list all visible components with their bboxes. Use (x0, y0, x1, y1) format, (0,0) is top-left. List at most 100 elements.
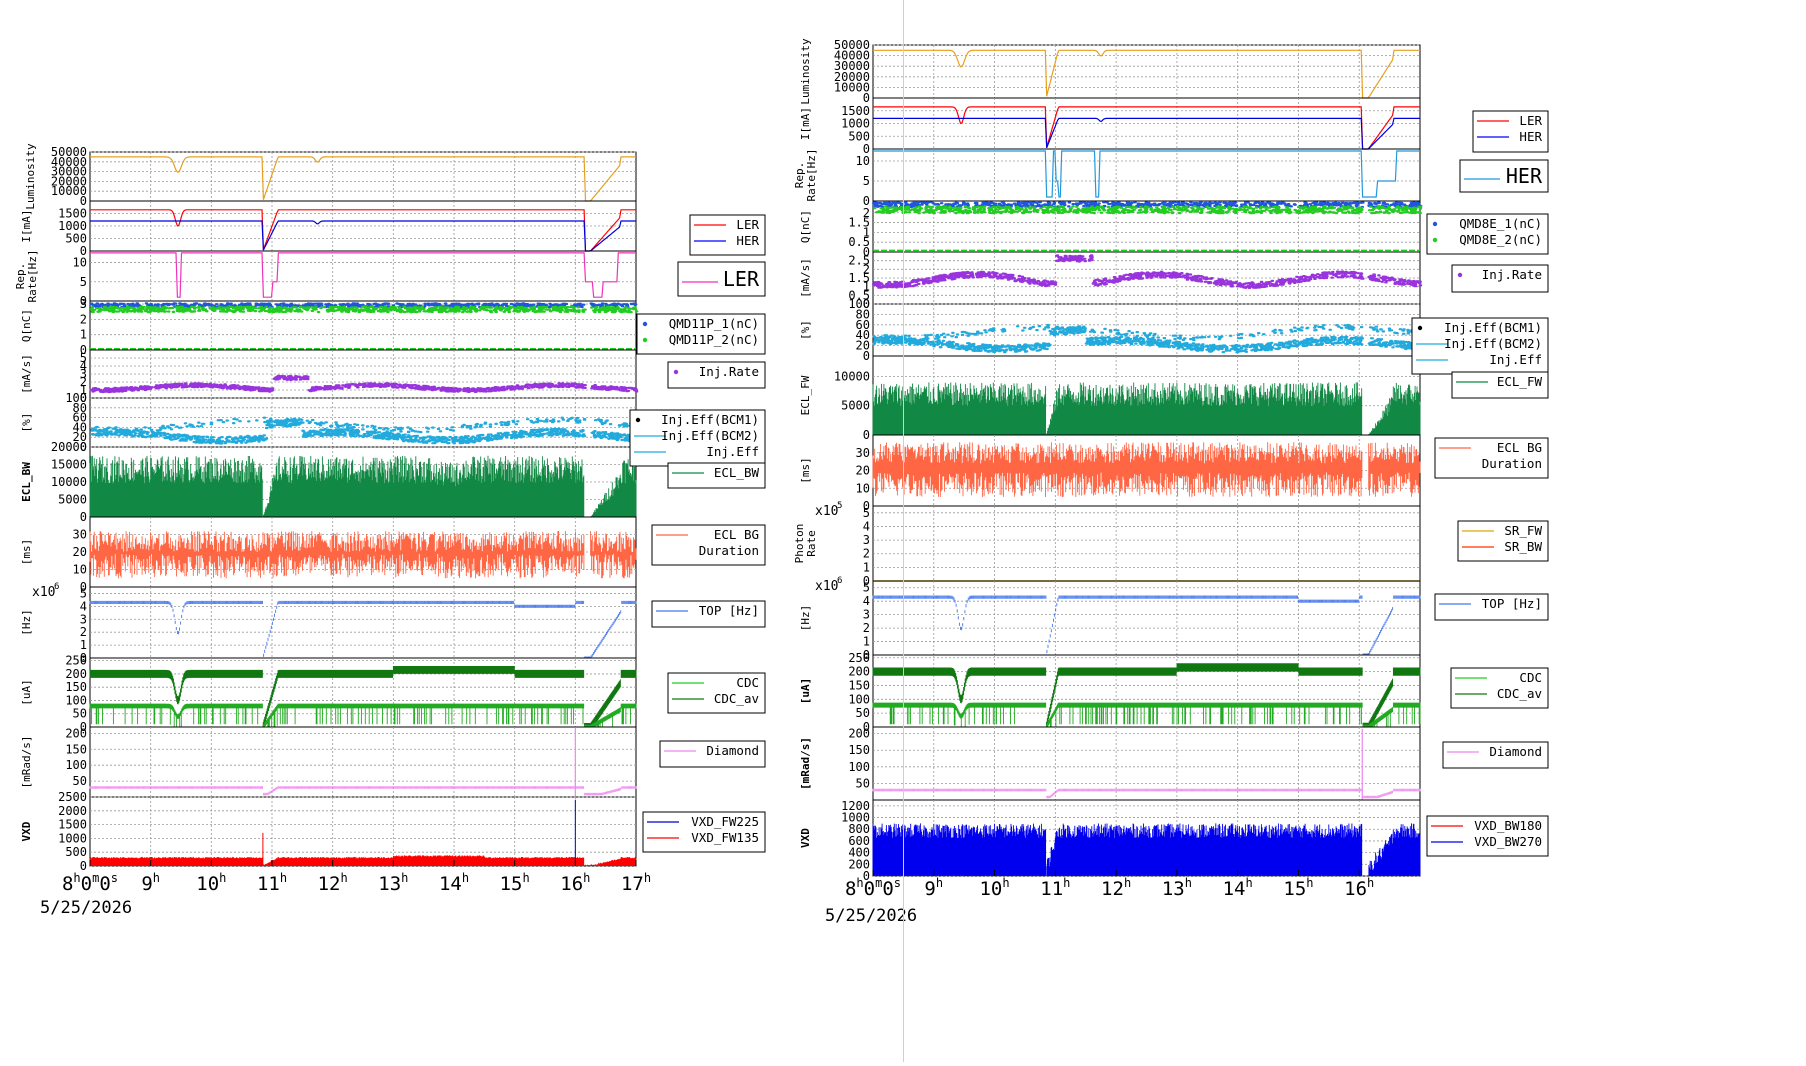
right-panel-dur: 30 20 10 0 [ms] (799, 434, 1421, 513)
left-rep-ylabel: Rate[Hz] (26, 250, 39, 303)
right-x-tick-label: 15h (1283, 876, 1313, 900)
left-series-cdc (89, 703, 637, 727)
right-top-multiplier: x10 (815, 579, 838, 594)
left-series-ecl (89, 455, 637, 517)
left-ecl-ylabel: ECL_BW (20, 462, 33, 502)
right-top-tick-label: 1 (863, 635, 870, 649)
left-dur-tick-label: 0 (80, 580, 87, 594)
left-top-multiplier: x10 (32, 585, 55, 600)
left-x-tick-label: 13h (378, 871, 408, 895)
left-x-tick-label: 12h (318, 871, 348, 895)
left-series-q2 (89, 305, 639, 314)
left-rep-ylabel: Rep. (14, 263, 27, 290)
left-top-tick-label: 1 (80, 638, 87, 652)
right-legend-label: HER (1506, 164, 1543, 188)
right-lum-tick-label: 30000 (834, 59, 870, 73)
left-vxd-tick-label: 2500 (58, 790, 87, 804)
left-series-luminosity (90, 156, 636, 202)
left-rep-frame (89, 250, 637, 302)
left-eff-tick-label: 100 (65, 391, 87, 405)
right-panel-inj: 2.521.510.50 [mA/s] (799, 251, 1423, 311)
left-vxd-frame (89, 796, 637, 867)
right-legend-box (1459, 159, 1549, 193)
right-vxd-tick-label: 400 (848, 846, 870, 860)
left-legend-box (651, 524, 766, 566)
right-legend-label: ECL BG (1497, 440, 1542, 455)
left-top-frame (89, 586, 637, 659)
right-q-tick-label: 0 (863, 245, 870, 259)
right-sr-tick-label: 3 (863, 533, 870, 547)
left-top-tick-label: 4 (80, 599, 87, 613)
right-legend-label: HER (1519, 129, 1542, 144)
right-eff-tick-label: 20 (856, 339, 870, 353)
right-legend-box (1451, 371, 1549, 399)
left-panel-dia: 200 150 100 50 [mRad/s] (20, 726, 637, 798)
right-rep-tick-label: 5 (863, 174, 870, 188)
left-x-tick-label: 11h (257, 871, 287, 895)
left-legend-label: Inj.Eff(BCM2) (661, 428, 759, 443)
left-top-multiplier-exp: 6 (54, 582, 59, 592)
left-q-tick-label: 2 (80, 312, 87, 326)
right-inj-tick-label: 1 (863, 280, 870, 294)
right-legend-label: CDC_av (1497, 686, 1542, 701)
left-series-diamond (89, 786, 637, 796)
left-legend-box (629, 409, 766, 467)
left-vxd-tick-label: 2000 (58, 804, 87, 818)
right-legend-box (1457, 520, 1549, 562)
left-dia-ylabel: [mRad/s] (20, 736, 33, 789)
right-dia-ylabel: [mRad/s] (799, 737, 812, 790)
left-cdc-tick-label: 200 (65, 667, 87, 681)
right-series-rep-rate (873, 150, 1420, 198)
right-dur-tick-label: 20 (856, 464, 870, 478)
right-legend-box (1434, 593, 1549, 621)
right-rep-ylabel: Rep. (793, 162, 806, 189)
right-eff-tick-label: 40 (856, 328, 870, 342)
left-rep-tick-label: 10 (73, 256, 87, 270)
right-x-tick-label: 10h (979, 876, 1009, 900)
right-series-top (872, 595, 1421, 655)
right-legend-label: SR_FW (1504, 523, 1542, 538)
right-cdc-tick-label: 250 (848, 651, 870, 665)
right-lum-tick-label: 0 (863, 91, 870, 105)
left-inj-tick-label: 4 (80, 359, 87, 373)
right-legend-box (1426, 213, 1549, 255)
left-eff-ylabel: [%] (20, 413, 33, 433)
left-q-tick-label: 1 (80, 328, 87, 342)
right-vxd-tick-label: 1200 (841, 799, 870, 813)
left-legend-label: Inj.Eff (706, 444, 759, 459)
left-legend-box (667, 672, 766, 714)
left-lum-tick-label: 0 (80, 194, 87, 208)
right-eff-tick-label: 0 (863, 349, 870, 363)
left-ecl-tick-label: 0 (80, 510, 87, 524)
right-cdc-tick-label: 150 (848, 678, 870, 692)
right-series-inj-eff-bcm2 (872, 323, 1423, 342)
left-inj-tick-label: 2 (80, 375, 87, 389)
right-sr-tick-label: 2 (863, 547, 870, 561)
left-x-tick-label: 9h (141, 871, 160, 895)
left-panel-rep: 10 5 0 Rep. Rate[Hz] (14, 250, 637, 308)
right-inj-tick-label: 2.5 (848, 254, 870, 268)
right-sr-tick-label: 4 (863, 519, 870, 533)
left-ecl-tick-label: 5000 (58, 493, 87, 507)
right-panel-ecl: 10000 5000 0 ECL_FW (799, 355, 1421, 442)
right-legend-label: TOP [Hz] (1482, 596, 1542, 611)
left-cdc-tick-label: 150 (65, 680, 87, 694)
left-lum-tick-label: 20000 (51, 174, 87, 188)
left-legend-top: TOP [Hz] (651, 600, 766, 628)
left-panel-dur: 30 20 10 0 [ms] (20, 516, 637, 594)
right-date-label: 5/25/2026 (825, 906, 917, 926)
left-legend-label: HER (736, 233, 759, 248)
right-q-tick-label: 2 (863, 206, 870, 220)
right-legend-label: SR_BW (1504, 539, 1542, 554)
